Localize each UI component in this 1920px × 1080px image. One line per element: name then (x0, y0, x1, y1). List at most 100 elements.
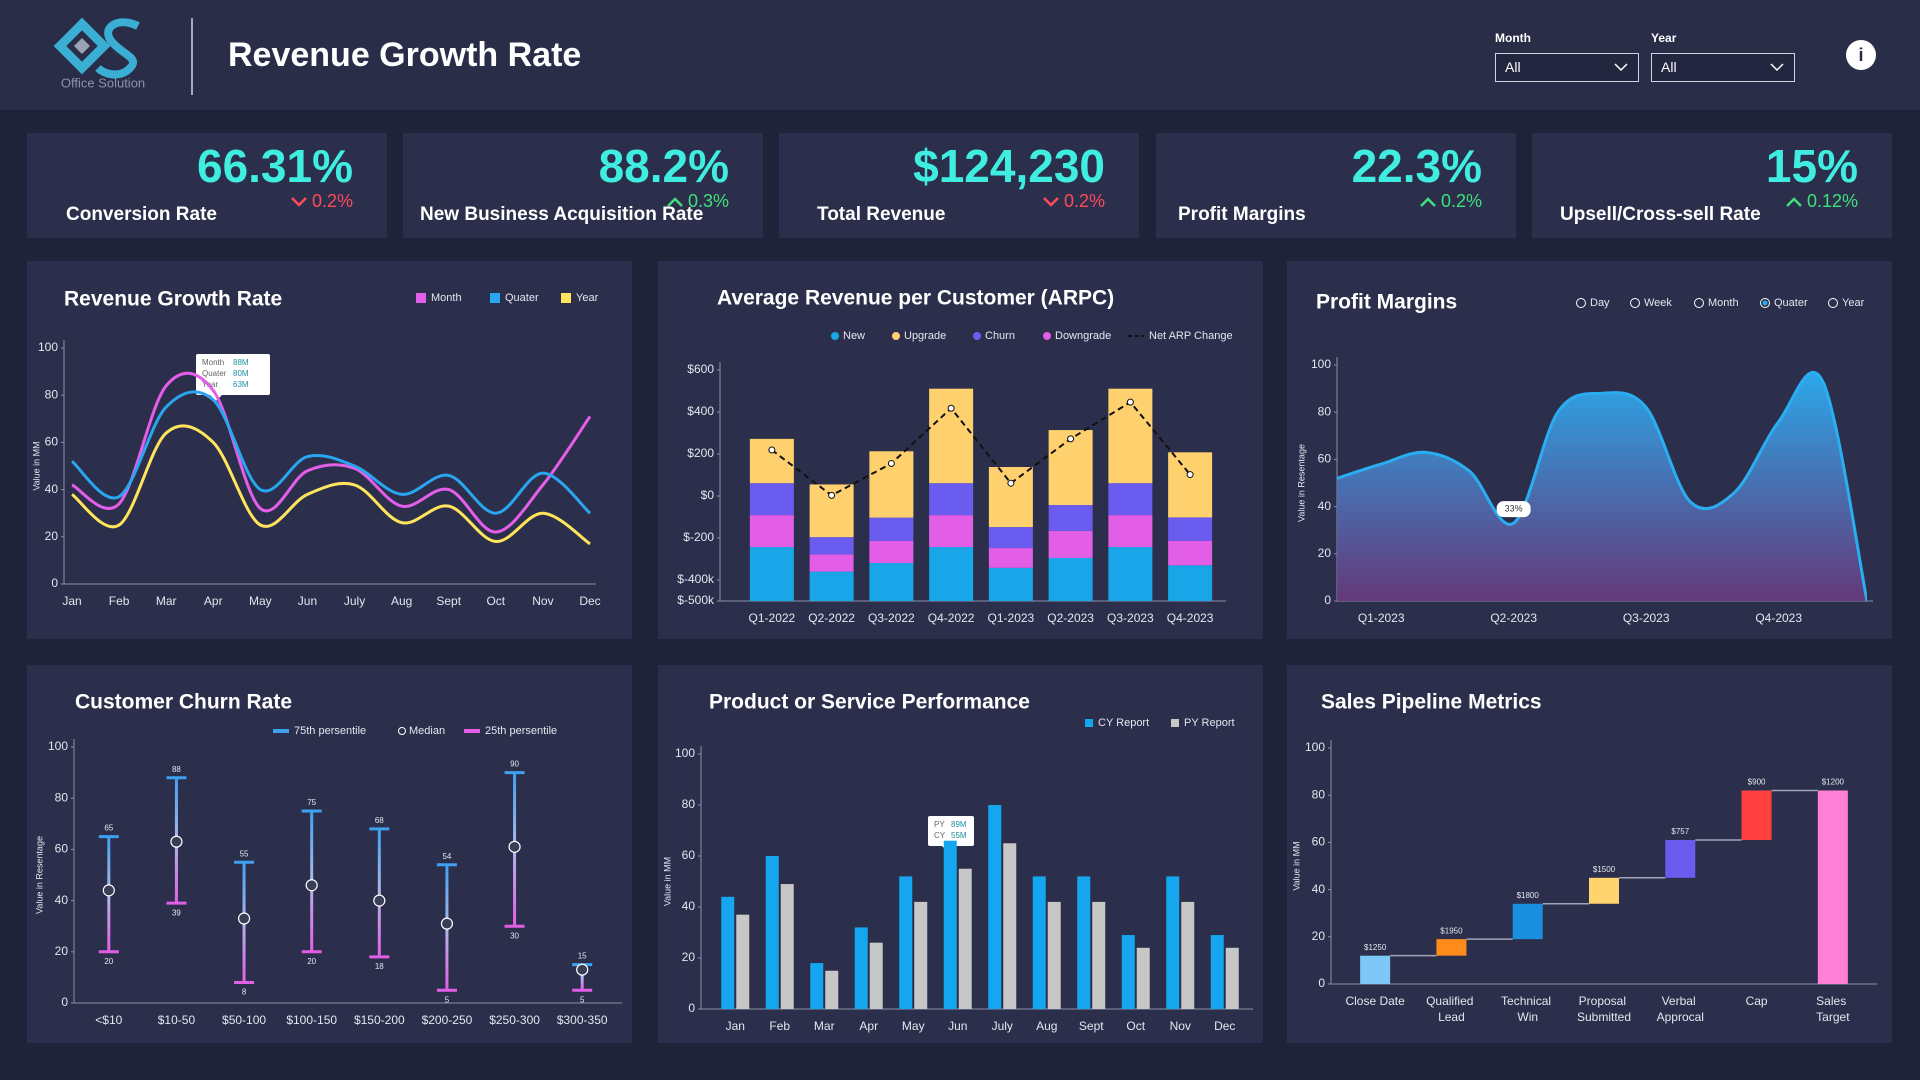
radio-label[interactable]: Quater (1774, 297, 1808, 309)
kpi-card: 15% 0.12% Upsell/Cross-sell Rate (1532, 133, 1892, 238)
chevron[interactable] (1770, 63, 1784, 72)
bar-segment (869, 562, 914, 601)
x-tick-label: Q4-2023 (1167, 611, 1214, 625)
data-label: 65 (104, 824, 113, 833)
bar (1047, 901, 1061, 1009)
kpi-card: 88.2% 0.3% New Business Acquisition Rate (403, 133, 763, 238)
bar-segment (929, 547, 974, 601)
bar (1077, 876, 1091, 1009)
data-label: 30 (510, 931, 519, 940)
info-icon[interactable]: i (1858, 45, 1863, 65)
kpi-card: 66.31% 0.2% Conversion Rate (27, 133, 387, 238)
kpi-value: $124,230 (913, 140, 1105, 192)
x-tick-label: Q3-2022 (868, 611, 915, 625)
x-tick-label: Jun (948, 1019, 967, 1033)
bar-segment (749, 515, 794, 548)
radio-button[interactable] (1576, 298, 1586, 308)
filter-dropdown[interactable]: All (1651, 53, 1795, 82)
net-point (1007, 479, 1015, 487)
bar (1136, 947, 1150, 1009)
median-point (508, 840, 521, 853)
y-tick-label: 100 (48, 739, 68, 753)
bar-segment (1048, 430, 1093, 506)
waterfall-bar (1817, 790, 1848, 984)
x-tick-label: Nov (532, 594, 553, 608)
y-tick-label: 0 (61, 995, 68, 1009)
x-tick-label: Q1-2023 (1358, 611, 1405, 625)
legend-swatch (1171, 719, 1179, 727)
area-fill (1337, 372, 1867, 601)
data-label: 68 (375, 816, 384, 825)
radio-label[interactable]: Week (1644, 297, 1672, 309)
net-point (828, 491, 836, 499)
y-tick-label: 80 (45, 387, 59, 401)
y-tick-label: 100 (675, 746, 695, 760)
bar-segment (929, 515, 974, 548)
chart-panel: Profit Margins 0 20 40 60 80 100 Value in Resen… (1287, 261, 1892, 639)
bar (1210, 935, 1224, 1009)
bar-amount-label: $1950 (1440, 926, 1463, 935)
info-button[interactable] (1846, 40, 1876, 70)
x-tick-label: Sept (436, 594, 461, 608)
radio-button[interactable] (1630, 298, 1640, 308)
legend-swatch (831, 332, 839, 340)
chart-panel: Sales Pipeline Metrics 0 20 40 60 80 100 Value … (1287, 665, 1892, 1043)
bar-segment (988, 527, 1033, 549)
chart-title: Customer Churn Rate (75, 691, 292, 714)
tooltip-name: CY (934, 831, 946, 840)
radio-label[interactable]: Month (1708, 297, 1739, 309)
data-label: 5 (580, 995, 585, 1004)
kpi-label: Profit Margins (1178, 204, 1306, 225)
radio-label[interactable]: Year (1842, 297, 1865, 309)
x-tick-label: Sept (1079, 1019, 1104, 1033)
data-label: 75 (307, 798, 316, 807)
y-axis-title: Value in Resentage (34, 836, 44, 914)
bar (854, 927, 868, 1009)
tooltip-box (928, 816, 974, 846)
kpi-change-text: 0.2% (1440, 191, 1482, 211)
tooltip-value: 55M (951, 831, 967, 840)
y-tick-label: $-400k (677, 572, 715, 586)
filter-dropdown[interactable]: All (1495, 53, 1639, 82)
x-tick-label: Nov (1170, 1019, 1191, 1033)
kpi-label: Conversion Rate (66, 204, 217, 225)
bar-segment (1108, 483, 1153, 516)
x-tick-label: Q3-2023 (1623, 611, 1670, 625)
radio-label[interactable]: Day (1590, 297, 1610, 309)
bar-segment (988, 567, 1033, 601)
bar (810, 963, 824, 1009)
radio-dot[interactable] (1762, 300, 1768, 306)
bar (1121, 935, 1135, 1009)
bar-segment (1108, 547, 1153, 601)
kpi-arrow-shape (1043, 196, 1059, 207)
x-tick-label: Oct (486, 594, 505, 608)
median-point (237, 912, 251, 925)
net-point (1186, 471, 1194, 479)
waterfall-bar (1589, 877, 1619, 904)
y-tick-label: 0 (1318, 976, 1325, 990)
panel-bg (27, 665, 632, 1043)
radio-button[interactable] (1828, 298, 1838, 308)
tooltip-name: Quater (202, 369, 227, 378)
bar-segment (988, 467, 1033, 528)
x-tick-label: <$10 (95, 1013, 122, 1027)
panel-bg (27, 261, 632, 639)
filter-value[interactable]: All (1661, 59, 1677, 75)
x-tick-label: Q2-2023 (1490, 611, 1537, 625)
y-axis-title: Value in MM (662, 857, 672, 906)
net-point (1126, 398, 1134, 406)
y-tick-label: 20 (55, 944, 69, 958)
y-tick-label: 0 (1324, 593, 1331, 607)
bar (943, 840, 957, 1009)
x-tick-label: Feb (769, 1019, 790, 1033)
radio-button[interactable] (1760, 298, 1770, 308)
chevron[interactable] (1614, 63, 1628, 72)
median-point (373, 894, 386, 907)
bar (1003, 843, 1017, 1009)
radio-button[interactable] (1694, 298, 1704, 308)
filter-value[interactable]: All (1505, 59, 1521, 75)
bar-segment (1168, 517, 1213, 541)
x-tick-label: Feb (109, 594, 130, 608)
range-stem (377, 828, 381, 957)
net-point (1067, 435, 1075, 443)
